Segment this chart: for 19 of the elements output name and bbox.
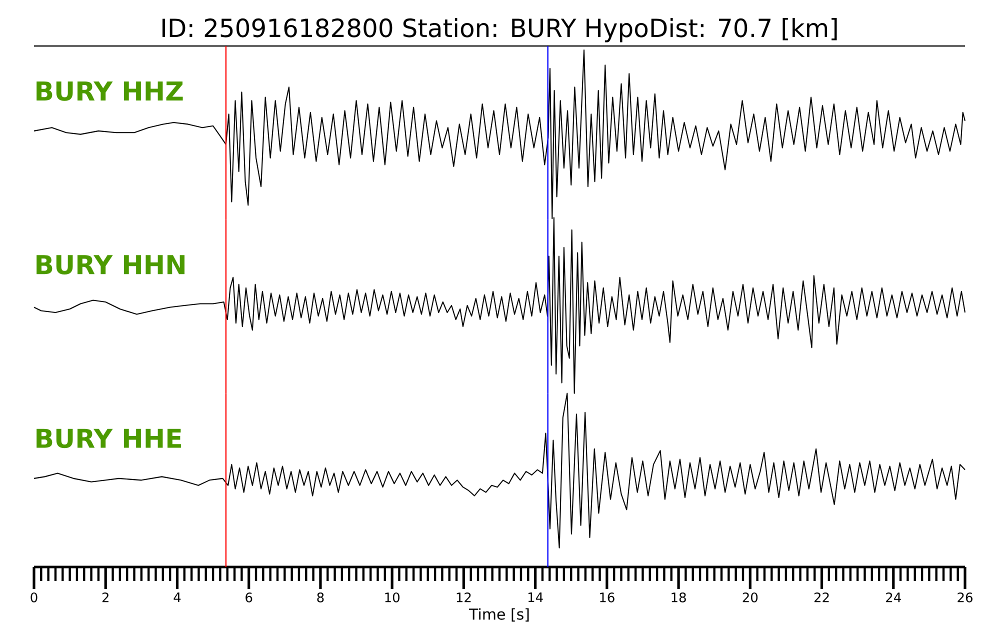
series-label: BURY HHZ: [36, 81, 183, 101]
series-label: BURY HHE: [36, 428, 181, 448]
x-tick-label: 16: [600, 592, 614, 602]
x-tick-label: 14: [528, 592, 543, 602]
chart-title: ID: 250916182800 Station: BURY HypoDist: 70.7 [km]: [162, 18, 837, 42]
x-tick-label: 24: [886, 592, 901, 602]
series-label: BURY HHN: [36, 255, 184, 274]
x-tick-label: 0: [30, 592, 38, 602]
x-axis-title: Time [s]: [468, 608, 529, 622]
x-tick-label: 6: [246, 592, 252, 602]
x-tick-label: 18: [672, 592, 686, 602]
x-tick-label: 26: [958, 592, 972, 602]
x-tick-label: 8: [317, 592, 324, 602]
x-tick-label: 4: [174, 592, 181, 602]
x-tick-label: 2: [102, 592, 108, 602]
x-tick-label: 22: [814, 592, 829, 602]
x-tick-label: 20: [742, 592, 758, 602]
x-tick-label: 10: [385, 592, 400, 602]
x-tick-label: 12: [456, 592, 471, 602]
